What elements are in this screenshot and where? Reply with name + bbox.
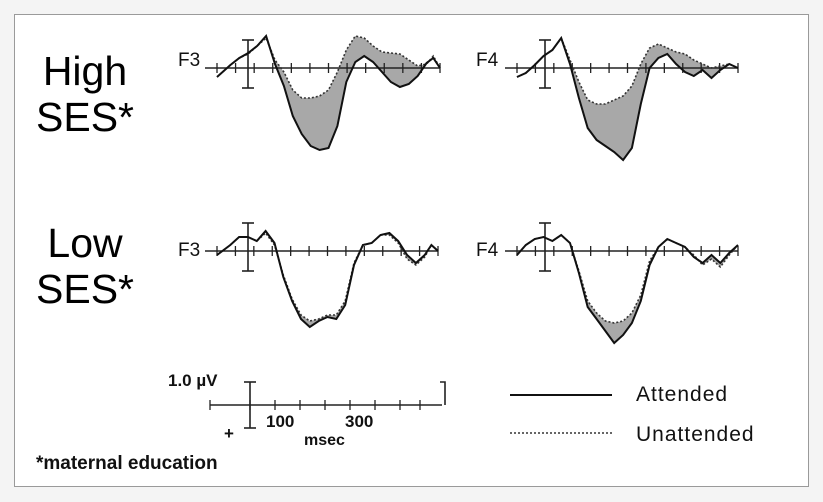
attended-waveform-f3-low <box>216 229 439 329</box>
difference-area-f3-low <box>217 231 438 327</box>
legend-label-unattended: Unattended <box>636 423 755 446</box>
attended-waveform-f3-high <box>216 34 441 152</box>
amplitude-scale-label: 1.0 µV <box>168 371 218 390</box>
tick-label-300: 300 <box>345 412 374 431</box>
time-unit-label: msec <box>304 432 345 449</box>
scale-end-bracket <box>440 381 446 405</box>
difference-area-f4-low <box>517 235 738 343</box>
difference-area-f3-high <box>217 36 440 150</box>
unattended-waveform-f4-high <box>516 36 739 105</box>
channel-label-f4-low: F4 <box>476 240 499 261</box>
legend-label-attended: Attended <box>636 383 729 406</box>
channel-label-f4-high: F4 <box>476 50 499 71</box>
channel-label-f3-low: F3 <box>178 240 201 261</box>
attended-waveform-f4-low <box>516 233 739 345</box>
channel-label-f3-high: F3 <box>178 50 201 71</box>
attended-waveform-f4-high <box>516 35 739 162</box>
footnote: *maternal education <box>36 453 218 474</box>
polarity-plus-sign: + <box>224 424 234 443</box>
difference-area-f4-high <box>517 38 738 160</box>
tick-label-100: 100 <box>266 412 295 431</box>
group-label-low-ses: Low SES* <box>36 220 134 312</box>
group-label-high-ses: High SES* <box>36 48 134 140</box>
